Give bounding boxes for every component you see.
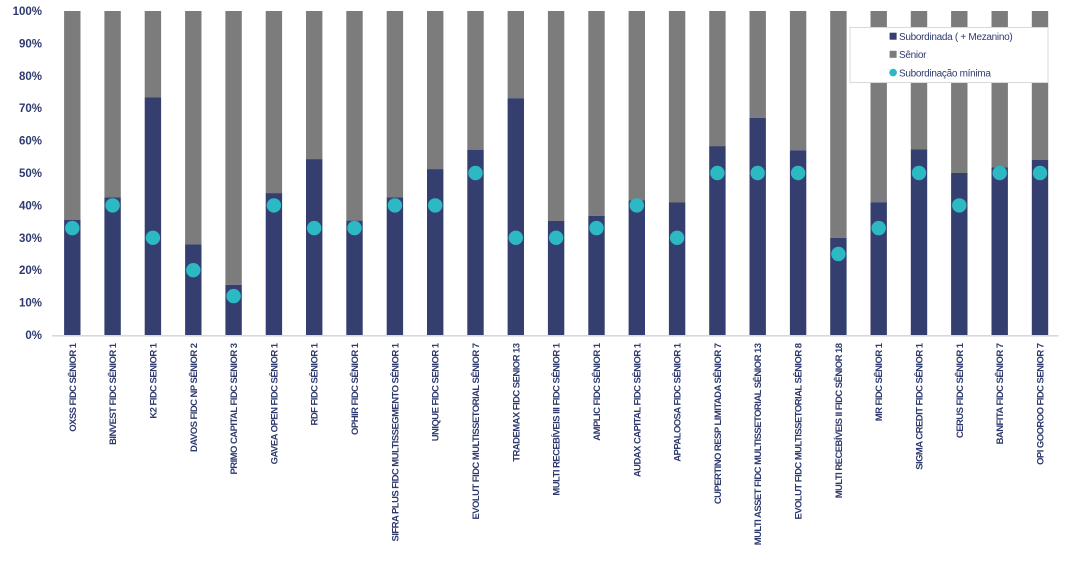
svg-text:Sênior: Sênior: [899, 50, 927, 61]
svg-text:10%: 10%: [19, 298, 42, 310]
svg-text:Subordinação mínima: Subordinação mínima: [899, 68, 991, 79]
svg-text:TRADEMAX FIDC SENIOR 13: TRADEMAX FIDC SENIOR 13: [511, 343, 522, 462]
svg-text:CERUS FIDC SÊNIOR 1: CERUS FIDC SÊNIOR 1: [954, 342, 966, 438]
svg-text:30%: 30%: [19, 233, 42, 245]
svg-text:80%: 80%: [19, 71, 42, 83]
svg-text:SIGMA CREDIT FIDC SÊNIOR 1: SIGMA CREDIT FIDC SÊNIOR 1: [914, 342, 926, 470]
svg-text:MULTI RECEBÍVEIS II FIDC SÊNIO: MULTI RECEBÍVEIS II FIDC SÊNIOR 18: [833, 343, 845, 498]
svg-text:50%: 50%: [19, 168, 42, 180]
svg-text:90%: 90%: [19, 38, 42, 50]
svg-text:GAVEA OPEN FIDC SÊNIOR 1: GAVEA OPEN FIDC SÊNIOR 1: [268, 342, 280, 464]
svg-text:APPALOOSA FIDC SÊNIOR 1: APPALOOSA FIDC SÊNIOR 1: [672, 342, 684, 462]
svg-text:70%: 70%: [19, 103, 42, 115]
svg-text:AMPLIC FIDC SÊNIOR 1: AMPLIC FIDC SÊNIOR 1: [591, 342, 603, 440]
svg-text:OPI GOOROO FIDC SENIOR 7: OPI GOOROO FIDC SENIOR 7: [1036, 343, 1047, 465]
svg-text:PRIMO CAPITAL FIDC SENIOR 3: PRIMO CAPITAL FIDC SENIOR 3: [229, 343, 240, 474]
svg-text:20%: 20%: [19, 265, 42, 277]
svg-text:EVOLUT FIDC MULTISSETORIAL SÊN: EVOLUT FIDC MULTISSETORIAL SÊNIOR 8: [793, 343, 805, 519]
svg-text:OPHIR FIDC SÊNIOR 1: OPHIR FIDC SÊNIOR 1: [349, 342, 361, 435]
svg-text:UNIQUE FIDC SENIOR 1: UNIQUE FIDC SENIOR 1: [431, 342, 442, 441]
svg-text:RDF FIDC SÊNIOR 1: RDF FIDC SÊNIOR 1: [309, 342, 321, 425]
svg-text:DAVOS FIDC NP SÊNIOR 2: DAVOS FIDC NP SÊNIOR 2: [188, 343, 200, 452]
svg-text:BANFITA FIDC SÊNIOR 7: BANFITA FIDC SÊNIOR 7: [994, 343, 1006, 444]
svg-text:EVOLUT FIDC MULTISSETORIAL SÊN: EVOLUT FIDC MULTISSETORIAL SÊNIOR 7: [470, 343, 482, 519]
svg-text:SIFRA PLUS FIDC MULTISSEGMENTO: SIFRA PLUS FIDC MULTISSEGMENTO SÊNIOR 1: [389, 342, 401, 541]
svg-text:MR FIDC SÊNIOR 1: MR FIDC SÊNIOR 1: [873, 342, 885, 421]
svg-text:0%: 0%: [25, 330, 42, 342]
svg-text:BINVEST FIDC SÊNIOR 1: BINVEST FIDC SÊNIOR 1: [107, 342, 119, 445]
svg-text:40%: 40%: [19, 200, 42, 212]
svg-text:K2 FIDC SENIOR 1: K2 FIDC SENIOR 1: [148, 342, 159, 418]
svg-text:60%: 60%: [19, 136, 42, 148]
svg-text:OXSS FIDC SÊNIOR 1: OXSS FIDC SÊNIOR 1: [67, 342, 79, 432]
svg-text:MULTI ASSET FIDC MULTISSETORIA: MULTI ASSET FIDC MULTISSETORIAL SÊNIOR 1…: [752, 343, 764, 545]
svg-text:AUDAX CAPITAL FIDC SÊNIOR 1: AUDAX CAPITAL FIDC SÊNIOR 1: [631, 342, 643, 477]
svg-text:Subordinada ( + Mezanino): Subordinada ( + Mezanino): [899, 32, 1012, 43]
svg-text:MULTI RECEBÍVEIS III FIDC SÊNI: MULTI RECEBÍVEIS III FIDC SÊNIOR 1: [551, 342, 563, 495]
svg-text:100%: 100%: [13, 6, 42, 18]
svg-text:CUPERTINO RESP LIMITADA SÊNIOR: CUPERTINO RESP LIMITADA SÊNIOR 7: [712, 343, 724, 504]
